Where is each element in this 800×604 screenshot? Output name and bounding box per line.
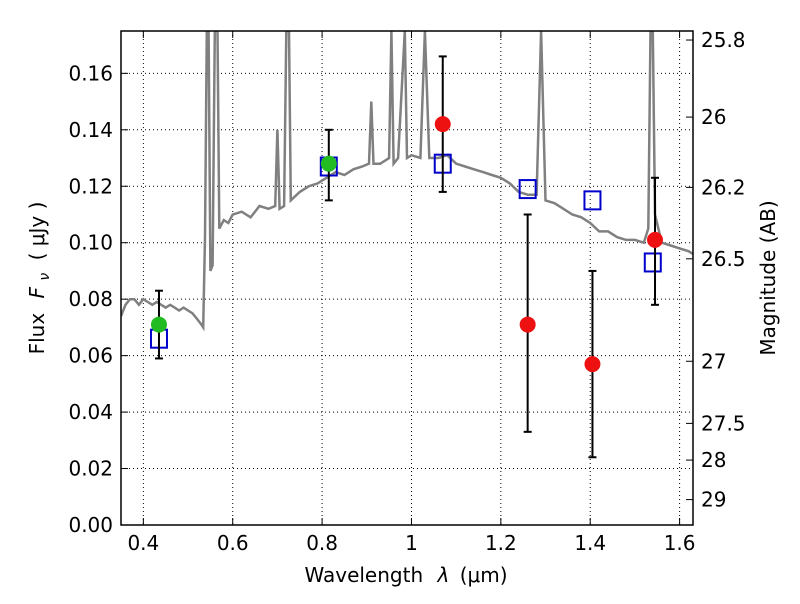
y-axis-symbol: F: [25, 286, 49, 298]
y-tick-label: 0.10: [68, 231, 113, 255]
y-axis-label: Flux F ν ( μJy ): [25, 202, 54, 355]
y2-axis-label: Magnitude (AB): [756, 200, 780, 355]
y-tick-label: 0.08: [68, 287, 113, 311]
x-tick-label: 1: [405, 531, 418, 555]
x-axis-symbol: λ: [437, 563, 450, 587]
x-tick-label: 0.6: [217, 531, 249, 555]
y2-tick-label: 29: [701, 488, 726, 512]
data-layer: [121, 31, 693, 459]
y2-tick-label: 26.5: [701, 247, 746, 271]
y2-tick-label: 26.2: [701, 175, 746, 199]
y-axis-unit: ( μJy ): [25, 202, 49, 261]
y2-tick-label: 27: [701, 349, 726, 373]
x-tick-label: 0.4: [127, 531, 159, 555]
y-tick-label: 0.02: [68, 457, 113, 481]
y-axis-label-text: Flux: [25, 313, 49, 355]
y-tick-label: 0.06: [68, 344, 113, 368]
measured-point: [647, 231, 664, 248]
y-axis-subscript: ν: [37, 273, 53, 281]
y2-tick-label: 26: [701, 105, 726, 129]
measured-point: [320, 155, 337, 172]
y2-tick-label: 25.8: [701, 28, 746, 52]
model-square-point: [583, 190, 602, 211]
measured-point: [150, 316, 167, 333]
y2-tick-label: 27.5: [701, 411, 746, 435]
y-tick-label: 0.16: [68, 61, 113, 85]
y-tick-label: 0.00: [68, 513, 113, 537]
plot-frame: [120, 30, 694, 526]
model-square-point: [643, 252, 662, 273]
y-tick-label: 0.14: [68, 118, 113, 142]
x-axis-unit: (μm): [460, 563, 508, 587]
x-tick-label: 1.6: [664, 531, 696, 555]
measured-point: [584, 356, 601, 373]
axes-layer: 0.4 0.6 0.8 1 1.2 1.4 1.6 0.00 0.02 0.04 0.06 0.08 0…: [68, 28, 745, 555]
x-tick-label: 0.8: [306, 531, 338, 555]
spectrum-line: [121, 31, 693, 332]
y-tick-label: 0.12: [68, 174, 113, 198]
x-tick-label: 1.2: [485, 531, 517, 555]
measured-point: [434, 116, 451, 133]
x-tick-label: 1.4: [574, 531, 606, 555]
x-axis-label-text: Wavelength: [304, 563, 423, 587]
x-axis-label: Wavelength λ (μm): [304, 563, 507, 587]
y-tick-label: 0.04: [68, 400, 113, 424]
measured-point: [519, 316, 536, 333]
y2-tick-label: 28: [701, 448, 726, 472]
model-square-point: [518, 179, 537, 200]
